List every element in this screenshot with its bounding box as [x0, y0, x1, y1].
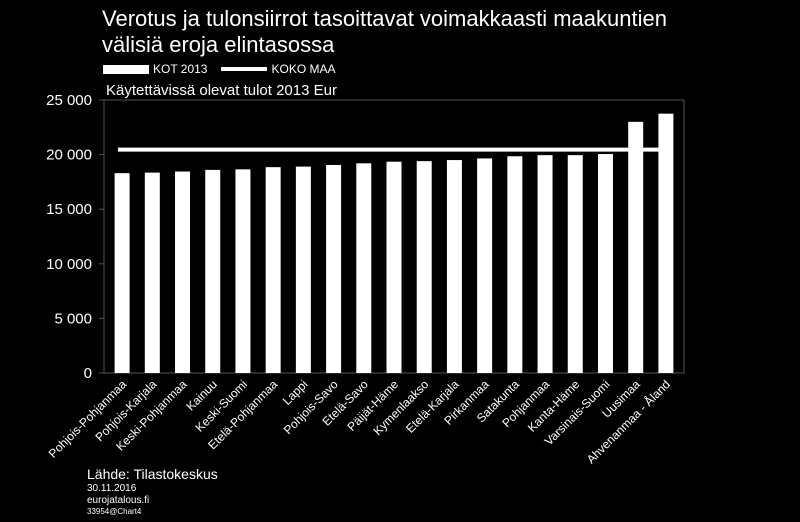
chart-footer: Lähde: Tilastokeskus 30.11.2016 eurojata…: [87, 466, 218, 517]
legend-item-line: KOKO MAA: [221, 62, 336, 76]
bar: [235, 169, 251, 373]
bar: [477, 158, 493, 373]
site-name: eurojatalous.fi: [87, 495, 150, 506]
chart-legend: KOT 2013 KOKO MAA: [103, 61, 350, 77]
bar: [265, 167, 281, 373]
y-tick-label: 10 000: [46, 256, 92, 273]
y-tick-label: 5 000: [54, 310, 92, 327]
bars-group: [114, 113, 674, 374]
bar: [114, 173, 130, 373]
chart-subtitle: Käytettävissä olevat tulot 2013 Eur: [106, 82, 337, 99]
publish-date: 30.11.2016: [87, 483, 137, 494]
legend-label-bars: KOT 2013: [153, 62, 208, 76]
bar: [356, 163, 372, 373]
y-tick-label: 15 000: [46, 201, 92, 218]
legend-swatch-line: [221, 67, 268, 71]
bar: [295, 166, 311, 373]
source-note: Lähde: Tilastokeskus: [87, 466, 218, 482]
y-axis: 0 5 000 10 000 15 000 20 000 25 000: [46, 92, 104, 382]
legend-swatch-bar: [103, 64, 149, 74]
bar: [205, 169, 221, 373]
bar: [658, 113, 674, 374]
bar: [144, 172, 160, 373]
bar: [446, 160, 462, 373]
bar: [175, 171, 191, 373]
bar: [537, 155, 553, 373]
legend-item-bars: KOT 2013: [103, 62, 207, 76]
bar: [326, 164, 342, 373]
y-tick-label: 20 000: [46, 147, 92, 164]
chart-title-line-2: välisiä eroja elintasossa: [102, 32, 335, 57]
x-axis-labels: Pohjois-PohjanmaaPohjois-KarjalaKeski-Po…: [46, 377, 673, 467]
bar: [597, 154, 613, 373]
y-tick-label: 25 000: [46, 92, 92, 109]
y-tick-label: 0: [84, 365, 92, 382]
chart-title: Verotus ja tulonsiirrot tasoittavat voim…: [102, 6, 742, 58]
chart-title-line-1: Verotus ja tulonsiirrot tasoittavat voim…: [102, 6, 667, 31]
legend-label-line: KOKO MAA: [271, 62, 336, 76]
bar: [507, 156, 523, 373]
bar: [628, 121, 644, 373]
bar: [567, 155, 583, 373]
bar: [386, 161, 402, 373]
chart-code: 33954@Chart4: [87, 507, 142, 516]
bar: [416, 161, 432, 373]
